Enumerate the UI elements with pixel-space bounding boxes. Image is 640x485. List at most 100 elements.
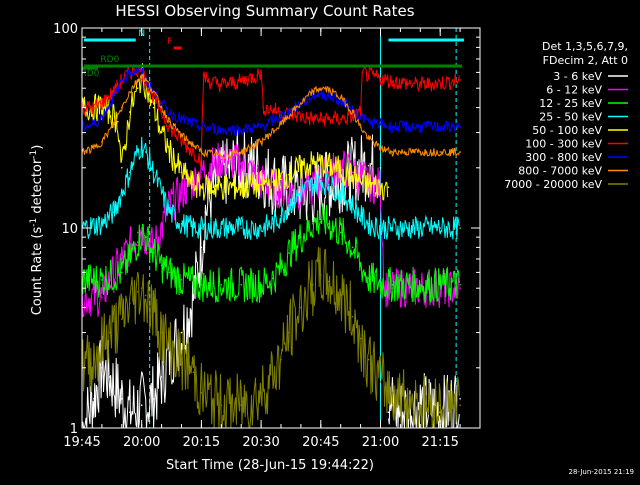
data-point: [379, 147, 382, 150]
data-point: [280, 267, 282, 269]
data-point: [439, 82, 442, 84]
data-point: [320, 274, 322, 277]
x-tick-label: 21:00: [362, 435, 399, 450]
x-tick-label: 21:15: [421, 435, 458, 450]
data-point: [113, 211, 115, 213]
data-point: [168, 151, 171, 153]
data-point: [200, 246, 203, 249]
corner-stamp: 28-Jun-2015 21:19: [569, 468, 635, 476]
data-point: [327, 164, 330, 167]
data-point: [419, 151, 422, 153]
data-point: [459, 227, 461, 229]
data-point: [152, 90, 155, 93]
data-point: [192, 227, 195, 229]
series-4: [82, 136, 461, 241]
legend-label: 25 - 50 keV: [539, 111, 602, 124]
flag-label: RD0: [80, 69, 99, 79]
data-point: [200, 391, 203, 394]
data-point: [136, 231, 139, 234]
data-point: [220, 158, 223, 161]
y-tick-label: 10: [61, 222, 78, 237]
data-point: [136, 68, 139, 71]
data-point: [272, 181, 274, 183]
y-axis-title-end: ): [30, 145, 45, 150]
data-point: [320, 118, 322, 120]
legend-item: 800 - 7000 keV: [518, 165, 628, 178]
legend-label: 3 - 6 keV: [553, 70, 602, 83]
data-point: [367, 358, 370, 361]
data-point: [240, 186, 242, 188]
data-point: [439, 404, 442, 407]
y-axis-title: Count Rate (s-1 detector-1): [29, 145, 45, 316]
data-point: [113, 123, 115, 126]
data-point: [160, 227, 163, 229]
data-point: [121, 166, 123, 169]
data-point: [180, 191, 183, 194]
flag-label: RD0: [100, 55, 119, 65]
data-point: [419, 227, 422, 229]
flag-label: F: [167, 37, 172, 47]
data-point: [339, 100, 342, 103]
data-point: [128, 111, 131, 113]
data-point: [168, 204, 171, 207]
data-point: [312, 94, 314, 97]
data-point: [220, 128, 223, 131]
data-point: [367, 277, 370, 280]
data-point: [300, 115, 302, 118]
data-point: [351, 176, 354, 178]
data-point: [152, 171, 155, 174]
data-point: [459, 126, 461, 128]
data-point: [351, 111, 354, 113]
data-point: [327, 89, 330, 91]
data-point: [121, 271, 123, 274]
data-point: [121, 397, 123, 400]
data-point: [121, 191, 123, 194]
data-point: [339, 96, 342, 99]
data-point: [200, 126, 203, 128]
data-point: [459, 151, 461, 153]
data-point: [101, 102, 103, 105]
data-point: [220, 154, 223, 157]
data-point: [220, 83, 223, 86]
data-point: [327, 94, 330, 97]
data-point: [359, 126, 362, 128]
data-point: [260, 283, 262, 286]
data-point: [200, 186, 203, 188]
data-point: [93, 147, 95, 150]
data-point: [128, 90, 131, 93]
data-point: [128, 302, 131, 305]
data-point: [300, 306, 302, 309]
data-point: [280, 178, 282, 181]
data-point: [391, 126, 394, 128]
data-point: [260, 140, 262, 143]
data-point: [168, 111, 171, 113]
data-point: [260, 227, 262, 229]
legend-item: 25 - 50 keV: [539, 111, 628, 124]
series-8: [82, 72, 461, 160]
legend-item: 300 - 800 keV: [525, 151, 628, 164]
legend-item: 7000 - 20000 keV: [504, 178, 628, 191]
data-point: [240, 404, 242, 407]
legend-label: 50 - 100 keV: [532, 124, 602, 137]
data-point: [240, 151, 242, 153]
data-point: [180, 279, 183, 281]
x-tick-label: 20:00: [123, 435, 160, 450]
data-point: [367, 137, 370, 140]
x-tick-label: 20:15: [183, 435, 220, 450]
data-point: [240, 128, 242, 131]
data-point: [459, 287, 461, 290]
data-point: [272, 108, 274, 111]
data-point: [351, 246, 354, 249]
data-point: [152, 311, 155, 313]
series-line: [82, 72, 460, 160]
data-point: [192, 296, 195, 299]
data-point: [200, 151, 203, 153]
data-point: [101, 366, 103, 369]
data-point: [391, 283, 394, 286]
y-axis-title-sup2: -1: [29, 150, 39, 159]
data-point: [339, 191, 342, 194]
data-point: [192, 151, 195, 153]
data-point: [367, 222, 370, 225]
data-point: [128, 171, 131, 174]
data-point: [260, 391, 262, 394]
